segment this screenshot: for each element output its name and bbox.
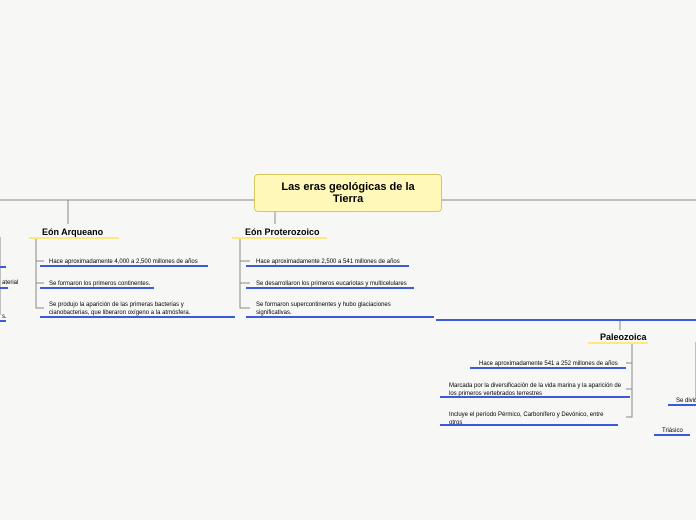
branch-proterozoico-underline	[232, 237, 327, 239]
partial-left-underline-top	[0, 266, 6, 268]
phanerozoic-underline	[436, 319, 696, 321]
leaf-proterozoico-1-underline	[246, 287, 414, 289]
partial-left-leaf-0-underline	[0, 287, 8, 289]
leaf-arqueano-2-underline	[40, 316, 235, 318]
leaf-paleozoica-1-underline	[440, 396, 630, 398]
leaf-arqueano-1-underline	[40, 287, 154, 289]
partial-left-leaf-1-underline	[0, 320, 6, 322]
partial-right-leaf-0-underline	[668, 404, 696, 406]
leaf-paleozoica-2-underline	[440, 424, 618, 426]
leaf-proterozoico-2-underline	[246, 316, 434, 318]
leaf-arqueano-0-underline	[40, 265, 208, 267]
branch-paleozoica-underline	[588, 342, 648, 344]
branch-arqueano-underline	[29, 237, 119, 239]
root-node: Las eras geológicas de la Tierra	[254, 174, 442, 212]
partial-right-leaf-1-underline	[654, 434, 690, 436]
leaf-paleozoica-0-underline	[470, 367, 626, 369]
leaf-proterozoico-0-underline	[246, 265, 409, 267]
